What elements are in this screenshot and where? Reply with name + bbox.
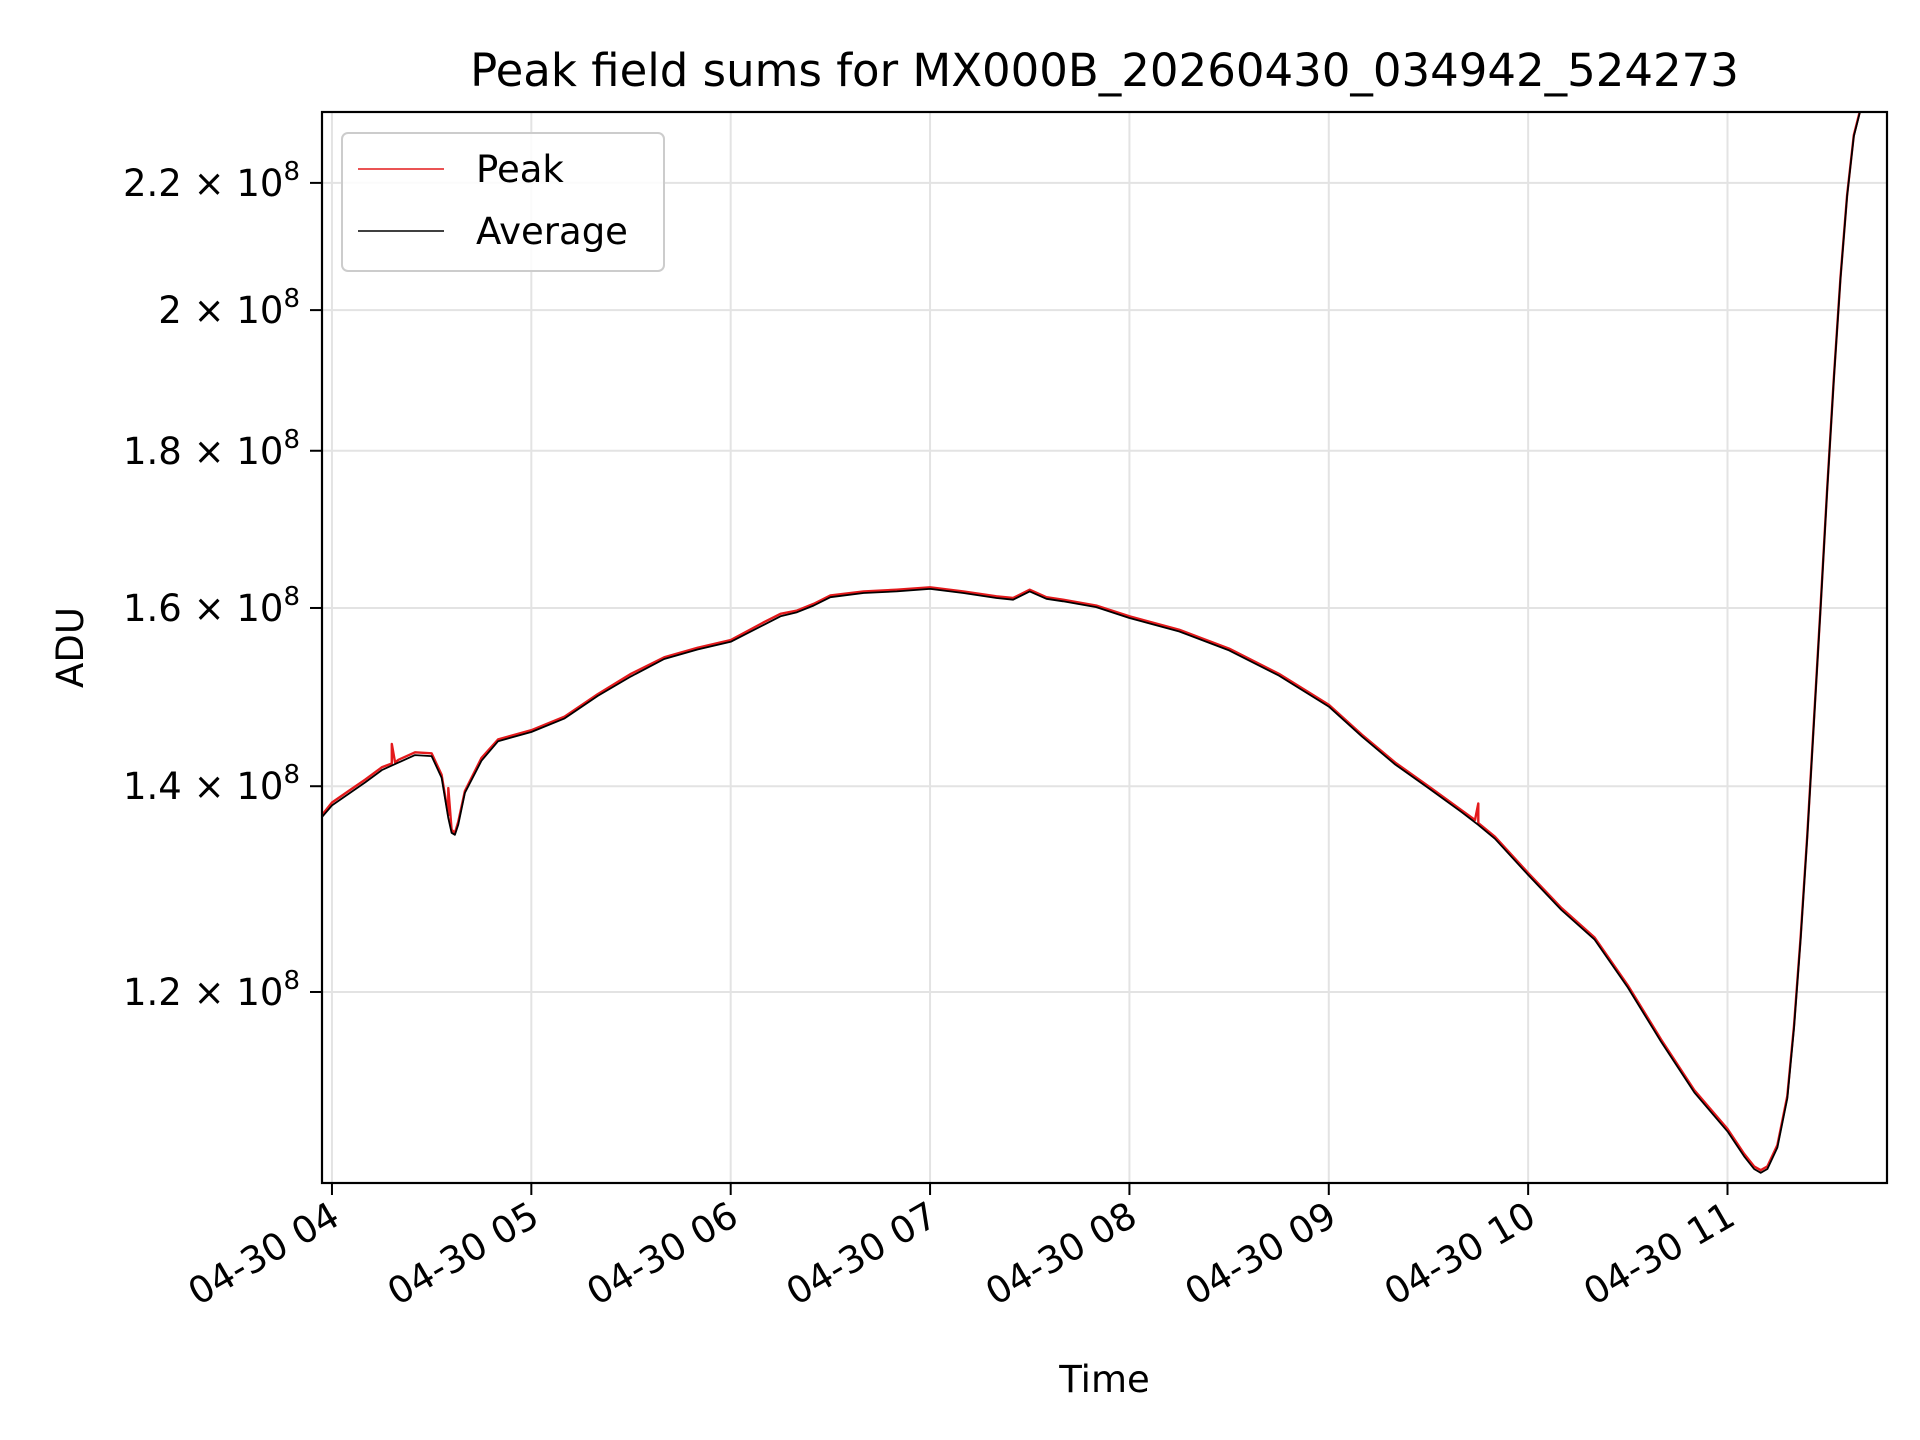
legend-box	[341, 132, 665, 272]
y-tick-label: 2.2 × 108	[123, 157, 300, 205]
x-tick-label: 04-30 08	[978, 1194, 1144, 1314]
x-axis-ticks: 04-30 04 04-30 05 04-30 06 04-30 07 04-30 08…	[181, 1183, 1742, 1314]
x-tick-label: 04-30 10	[1377, 1194, 1543, 1314]
y-tick-label: 1.6 × 108	[123, 582, 300, 630]
y-tick-label: 1.2 × 108	[123, 966, 300, 1014]
y-tick-label: 1.4 × 108	[123, 760, 300, 808]
series-line-average	[322, 112, 1861, 1174]
chart-title: Peak field sums for MX000B_20260430_0349…	[470, 44, 1739, 97]
y-axis-ticks: 1.2 × 108 1.4 × 108 1.6 × 108 1.8 × 108 2 × …	[123, 157, 322, 1014]
y-tick-label: 1.8 × 108	[123, 425, 300, 473]
x-axis-label: Time	[1058, 1358, 1150, 1401]
y-tick-label: 2 × 108	[158, 284, 300, 332]
x-tick-label: 04-30 06	[580, 1194, 746, 1314]
x-tick-label: 04-30 05	[380, 1194, 546, 1314]
legend: Peak Average	[341, 132, 665, 272]
legend-label-average: Average	[476, 210, 628, 253]
y-axis-label: ADU	[49, 607, 92, 688]
grid-lines	[322, 112, 1887, 1183]
x-tick-label: 04-30 04	[181, 1194, 347, 1314]
plot-series	[322, 112, 1861, 1174]
x-tick-label: 04-30 09	[1178, 1194, 1344, 1314]
legend-label-peak: Peak	[476, 148, 564, 191]
x-tick-label: 04-30 07	[779, 1194, 945, 1314]
x-tick-label: 04-30 11	[1576, 1194, 1742, 1314]
series-line-peak	[322, 112, 1861, 1172]
plot-frame	[320, 110, 1889, 1185]
